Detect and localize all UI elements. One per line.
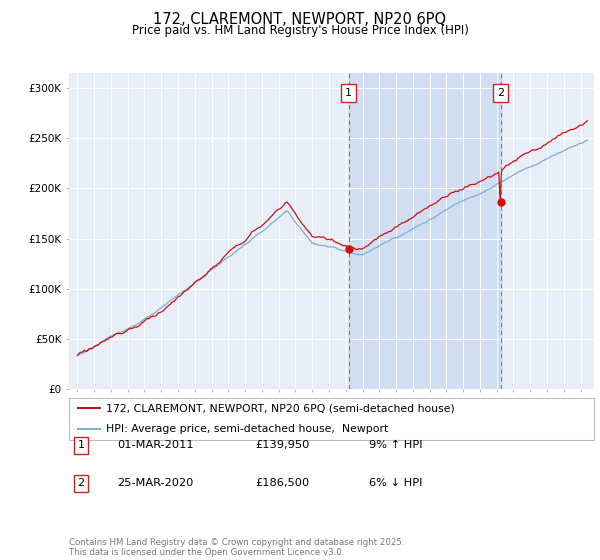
Text: 172, CLAREMONT, NEWPORT, NP20 6PQ (semi-detached house): 172, CLAREMONT, NEWPORT, NP20 6PQ (semi-… — [106, 403, 455, 413]
Text: 01-MAR-2011: 01-MAR-2011 — [117, 440, 194, 450]
Text: 2: 2 — [497, 88, 504, 98]
Text: HPI: Average price, semi-detached house,  Newport: HPI: Average price, semi-detached house,… — [106, 424, 388, 434]
Bar — [349, 73, 500, 389]
Text: Contains HM Land Registry data © Crown copyright and database right 2025.
This d: Contains HM Land Registry data © Crown c… — [69, 538, 404, 557]
Text: 172, CLAREMONT, NEWPORT, NP20 6PQ: 172, CLAREMONT, NEWPORT, NP20 6PQ — [154, 12, 446, 27]
Text: Price paid vs. HM Land Registry's House Price Index (HPI): Price paid vs. HM Land Registry's House … — [131, 24, 469, 36]
Text: 25-MAR-2020: 25-MAR-2020 — [117, 478, 193, 488]
Text: £186,500: £186,500 — [255, 478, 309, 488]
Text: 1: 1 — [77, 440, 85, 450]
Text: 9% ↑ HPI: 9% ↑ HPI — [369, 440, 422, 450]
Text: 1: 1 — [345, 88, 352, 98]
Text: 2: 2 — [77, 478, 85, 488]
Text: £139,950: £139,950 — [255, 440, 310, 450]
Text: 6% ↓ HPI: 6% ↓ HPI — [369, 478, 422, 488]
